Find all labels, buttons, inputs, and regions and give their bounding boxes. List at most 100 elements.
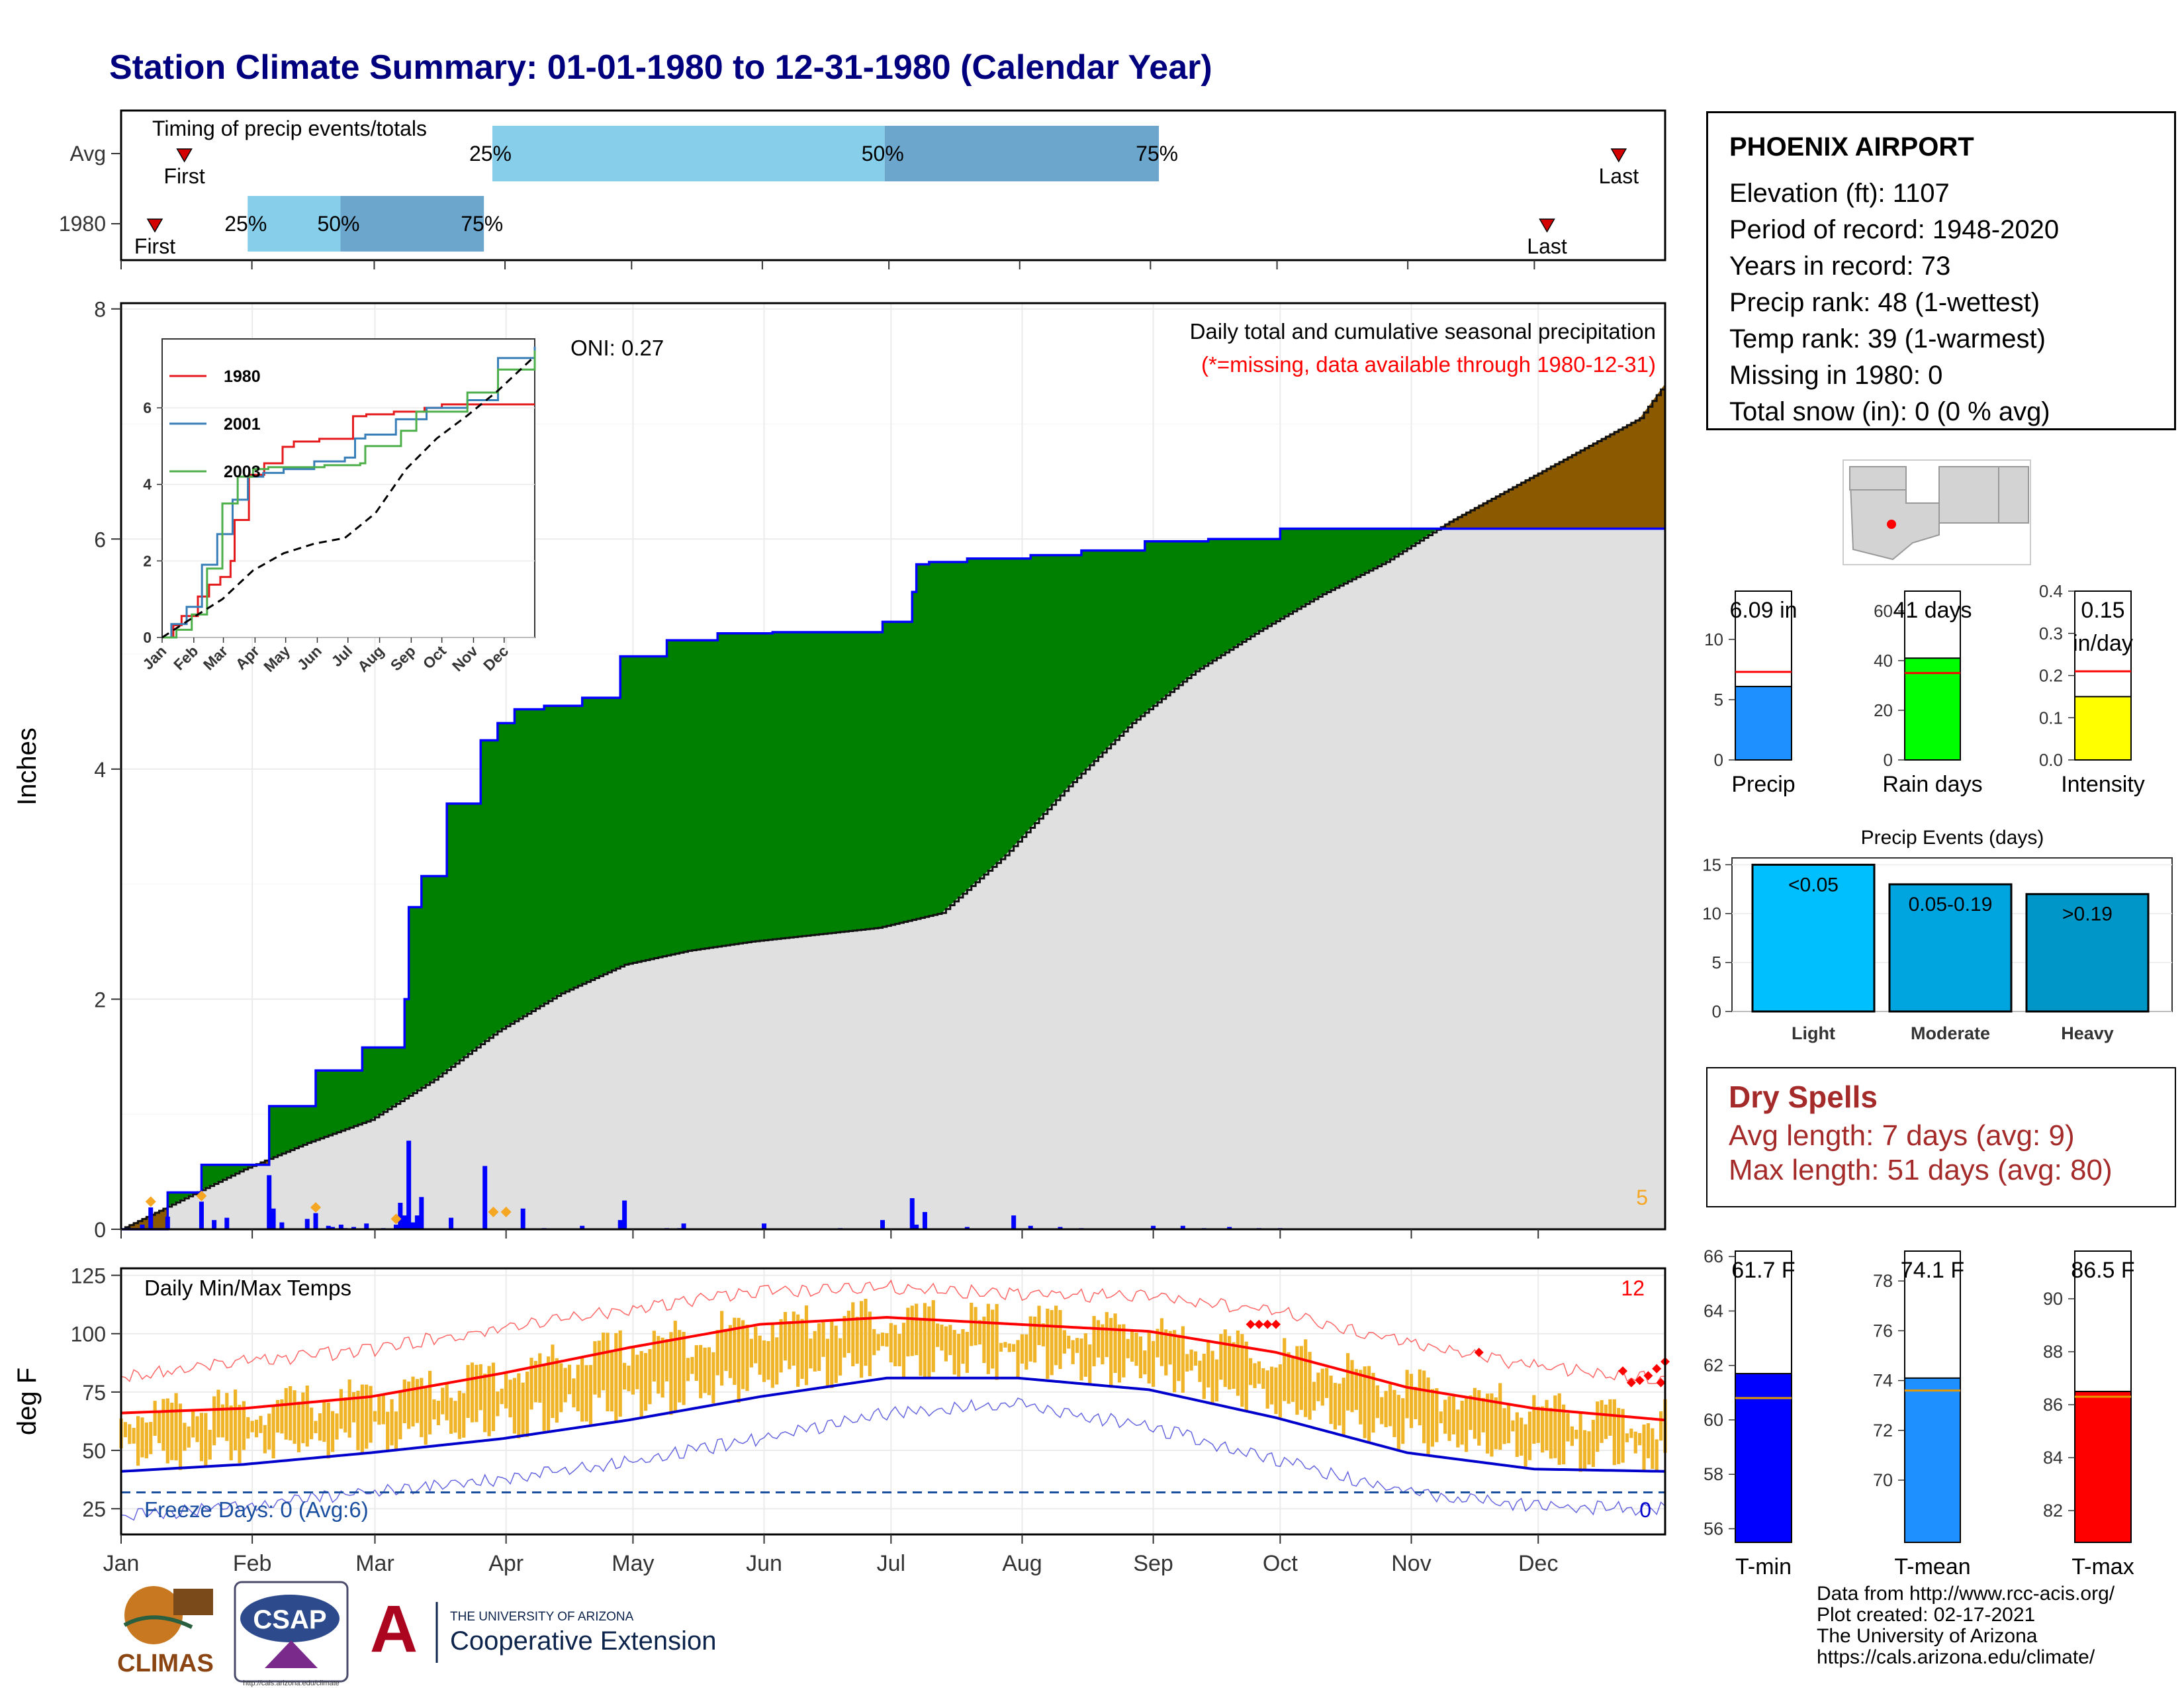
record-precip-marker (145, 1196, 156, 1207)
daily-temp-range-bar (1050, 1310, 1054, 1376)
daily-temp-range-bar (411, 1376, 415, 1427)
oni-label: ONI: 0.27 (570, 336, 664, 360)
t-max-tick-label: 84 (2043, 1448, 2063, 1468)
daily-temp-range-bar (846, 1310, 850, 1353)
daily-temp-range-bar (305, 1385, 309, 1447)
month-label: Mar (355, 1551, 394, 1576)
daily-temp-range-bar (1612, 1399, 1616, 1466)
daily-temp-range-bar (144, 1422, 148, 1459)
daily-temp-range-bar (195, 1416, 199, 1442)
daily-temp-range-bar (1346, 1353, 1350, 1411)
t-max-tick-label: 86 (2043, 1395, 2063, 1415)
daily-temp-range-bar (132, 1427, 136, 1444)
climas-graphic-icon (173, 1589, 213, 1615)
t-mean-label: T-mean (1894, 1554, 1970, 1579)
dry-spells-avg: Avg length: 7 days (avg: 9) (1729, 1119, 2075, 1152)
month-label: Aug (1002, 1551, 1042, 1576)
daily-temp-range-bar (365, 1384, 369, 1449)
daily-temp-range-bar (927, 1306, 931, 1378)
intensity-tick-label: 0.0 (2039, 750, 2063, 770)
daily-temp-range-bar (128, 1424, 132, 1444)
daily-temp-range-bar (1520, 1417, 1524, 1456)
daily-temp-range-bar (1443, 1399, 1447, 1434)
daily-temp-range-bar (1549, 1407, 1553, 1459)
daily-temp-range-bar (1388, 1384, 1392, 1427)
daily-temp-range-bar (1269, 1366, 1274, 1405)
daily-temp-range-bar (1058, 1310, 1062, 1370)
daily-precip-bar (880, 1220, 886, 1229)
daily-temp-range-bar (1553, 1395, 1557, 1458)
daily-temp-range-bar (1320, 1368, 1324, 1406)
daily-temp-range-bar (259, 1415, 263, 1433)
daily-temp-range-bar (733, 1317, 737, 1385)
inset-legend-label: 1980 (224, 367, 261, 386)
rain-days-label: Rain days (1882, 772, 1982, 797)
daily-temp-range-bar (546, 1356, 551, 1431)
daily-temp-range-bar (1122, 1324, 1126, 1378)
station-info-box: PHOENIX AIRPORT Elevation (ft): 1107 Per… (1706, 111, 2176, 430)
daily-temp-range-bar (1498, 1383, 1502, 1450)
month-label: Nov (1391, 1551, 1431, 1576)
footer-url: https://cals.arizona.edu/climate/ (1817, 1646, 2095, 1668)
daily-temp-range-bar (1527, 1411, 1532, 1460)
temp-panel-label: Daily Min/Max Temps (144, 1276, 351, 1300)
precip-y-tick-label: 6 (94, 528, 106, 551)
daily-temp-range-bar (1524, 1424, 1527, 1467)
daily-temp-range-bar (1566, 1413, 1570, 1442)
daily-temp-range-bar (238, 1405, 242, 1464)
intensity-tick-label: 0.2 (2039, 666, 2063, 686)
daily-temp-range-bar (1414, 1386, 1418, 1419)
timing-bar-25-50 (248, 196, 341, 252)
precip-total-bar (1735, 686, 1792, 761)
daily-temp-range-bar (1168, 1331, 1172, 1365)
daily-temp-range-bar (191, 1410, 195, 1438)
daily-temp-range-bar (1054, 1305, 1058, 1366)
daily-temp-range-bar (310, 1407, 314, 1440)
inset-series-line (162, 346, 536, 639)
daily-temp-range-bar (1177, 1335, 1181, 1382)
intensity-label: Intensity (2061, 772, 2145, 797)
daily-temp-range-bar (271, 1406, 275, 1459)
daily-temp-range-bar (1329, 1376, 1333, 1425)
daily-temp-range-bar (1629, 1429, 1633, 1438)
daily-temp-range-bar (428, 1370, 432, 1434)
new-mexico-shape (1938, 466, 1999, 524)
intensity-tick-label: 0.4 (2039, 581, 2063, 601)
daily-temp-range-bar (652, 1331, 656, 1382)
daily-temp-range-bar (441, 1387, 445, 1415)
daily-temp-range-bar (208, 1429, 212, 1460)
daily-temp-range-bar (1464, 1398, 1469, 1452)
daily-temp-range-bar (161, 1399, 165, 1451)
daily-temp-range-bar (745, 1325, 749, 1391)
precip-event-bar (2025, 893, 2150, 1013)
daily-precip-bar (964, 1227, 970, 1229)
daily-temp-range-bar (1092, 1315, 1096, 1367)
record-precip-marker (390, 1213, 402, 1225)
rain-days-bar (1904, 657, 1961, 761)
daily-temp-range-bar (335, 1413, 339, 1440)
daily-temp-range-bar (136, 1416, 140, 1466)
daily-temp-range-bar (1380, 1397, 1384, 1425)
daily-precip-bar (398, 1203, 403, 1229)
daily-temp-range-bar (1646, 1423, 1651, 1458)
daily-temp-range-bar (1409, 1374, 1414, 1429)
daily-temp-range-bar (572, 1378, 576, 1408)
daily-temp-range-bar (839, 1338, 842, 1376)
daily-temp-range-bar (424, 1387, 428, 1445)
daily-temp-range-bar (944, 1326, 948, 1362)
daily-temp-range-bar (314, 1421, 318, 1434)
daily-temp-range-bar (1502, 1408, 1506, 1444)
station-total-snow: Total snow (in): 0 (0 % avg) (1729, 397, 2050, 426)
record-high-marker (1254, 1319, 1264, 1329)
daily-temp-range-bar (762, 1340, 766, 1382)
daily-temp-range-bar (1312, 1382, 1316, 1411)
daily-temp-range-bar (1101, 1324, 1105, 1365)
daily-temp-range-bar (187, 1426, 191, 1448)
daily-temp-range-bar (703, 1347, 707, 1393)
daily-temp-range-bar (1578, 1413, 1582, 1472)
daily-temp-range-bar (906, 1307, 910, 1357)
daily-temp-range-bar (754, 1327, 758, 1364)
t-mean-tick-label: 70 (1873, 1470, 1893, 1490)
daily-temp-range-bar (809, 1338, 813, 1369)
